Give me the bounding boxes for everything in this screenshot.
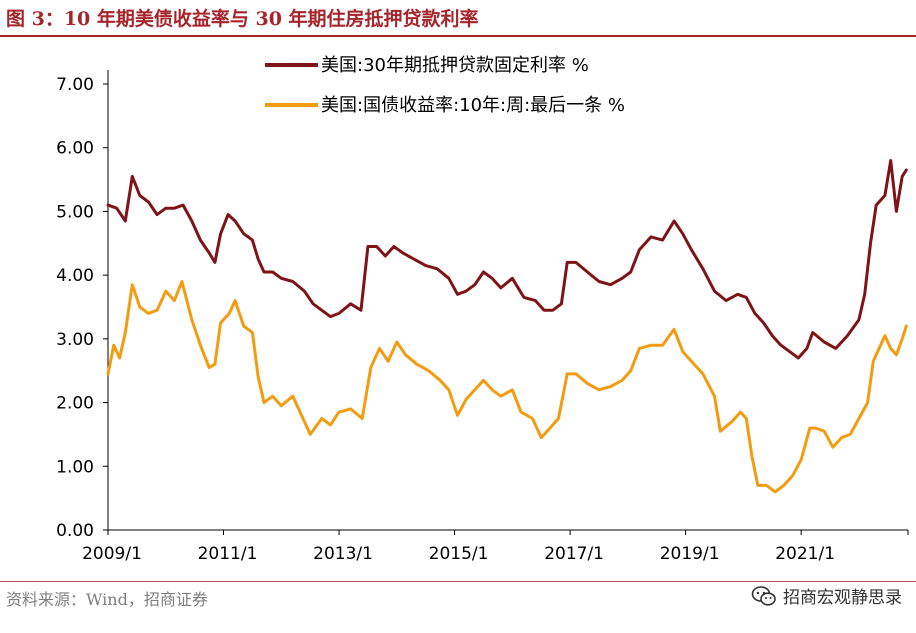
y-tick-label: 6.00 [56, 139, 94, 159]
x-tick-label: 2017/1 [544, 544, 604, 564]
x-tick-label: 2019/1 [660, 544, 720, 564]
source-note: 资料来源：Wind，招商证券 [6, 590, 208, 609]
x-tick-label: 2013/1 [313, 544, 373, 564]
y-tick-label: 4.00 [56, 266, 94, 286]
wechat-icon [751, 585, 776, 606]
y-tick-label: 7.00 [56, 75, 94, 95]
y-axis-ticks: 0.00 1.00 2.00 3.00 4.00 5.00 6.00 7.00 [56, 75, 108, 541]
y-tick-label: 1.00 [56, 457, 94, 477]
x-tick-label: 2009/1 [82, 544, 142, 564]
series-line-mortgage-rate [106, 159, 908, 360]
legend-label: 美国:30年期抵押贷款固定利率 % [321, 55, 589, 76]
y-tick-label: 3.00 [56, 330, 94, 350]
figure-title: 图 3：10 年期美债收益率与 30 年期住房抵押贷款利率 [6, 8, 479, 30]
legend: 美国:30年期抵押贷款固定利率 % 美国:国债收益率:10年:周:最后一条 % [265, 55, 625, 116]
y-tick-label: 5.00 [56, 202, 94, 222]
watermark-text: 招商宏观静思录 [783, 588, 902, 608]
line-chart: 0.001.002.003.004.005.006.007.00 2009/1 2… [56, 55, 909, 564]
legend-label: 美国:国债收益率:10年:周:最后一条 % [321, 95, 625, 116]
title-rule [0, 35, 916, 37]
series-group [106, 159, 908, 494]
x-tick-label: 2011/1 [198, 544, 258, 564]
x-tick-label: 2021/1 [775, 544, 835, 564]
watermark: 招商宏观静思录 [751, 583, 902, 608]
x-tick-label: 2015/1 [429, 544, 489, 564]
y-tick-label: 2.00 [56, 394, 94, 414]
series-line-treasury-yield [106, 280, 908, 494]
y-tick-label: 0.00 [56, 521, 94, 541]
chart-axes [107, 70, 908, 531]
x-axis-ticks: 2009/1 2011/1 2013/1 2015/1 2017/1 2019/1 2021… [82, 530, 909, 564]
bottom-rule [0, 581, 916, 582]
